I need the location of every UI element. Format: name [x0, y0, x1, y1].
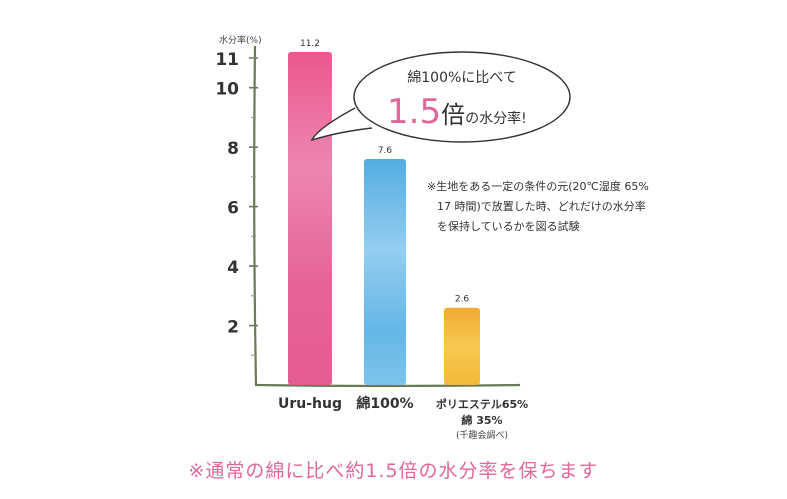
y-tick-label: 10: [215, 80, 239, 100]
category-label: 綿100%: [356, 395, 413, 412]
bar-value-label: 11.2: [300, 39, 320, 49]
bar: [444, 307, 480, 385]
footer-caption: ※通常の綿に比べ約1.5倍の水分率を保ちます: [188, 460, 599, 482]
callout-times: 倍: [441, 101, 465, 129]
category-label: ポリエステル65%: [436, 397, 528, 411]
note-line: ※生地をある一定の条件の元(20℃湿度 65%: [427, 179, 649, 193]
callout-line1: 綿100%に比べて: [407, 70, 516, 86]
category-label: Uru-hug: [278, 396, 342, 412]
callout-ratio: 1.5: [387, 92, 441, 132]
y-tick-label: 11: [215, 50, 239, 70]
y-tick-label: 8: [227, 139, 239, 159]
callout-suffix: の水分率!: [465, 110, 527, 127]
note-line: を保持しているかを図る試験: [437, 219, 580, 233]
y-tick-label: 4: [227, 258, 239, 278]
category-label: 綿 35%: [461, 413, 502, 427]
bar-value-label: 7.6: [378, 146, 393, 156]
x-axis-line: [254, 383, 521, 388]
y-axis-label: 水分率(%): [219, 34, 262, 46]
y-axis-line: [253, 45, 258, 386]
callout-bubble: [353, 51, 571, 143]
callout-tail: [310, 107, 373, 142]
category-note: (千趣会調べ): [456, 429, 508, 441]
y-tick-label: 6: [227, 199, 239, 219]
y-tick-label: 2: [227, 318, 239, 338]
bar-value-label: 2.6: [455, 295, 470, 305]
bar: [364, 159, 406, 385]
note-line: 17 時間)で放置した時、どれだけの水分率: [437, 199, 646, 213]
bar: [288, 52, 332, 385]
callout-line2: 1.5倍の水分率!: [387, 92, 527, 132]
